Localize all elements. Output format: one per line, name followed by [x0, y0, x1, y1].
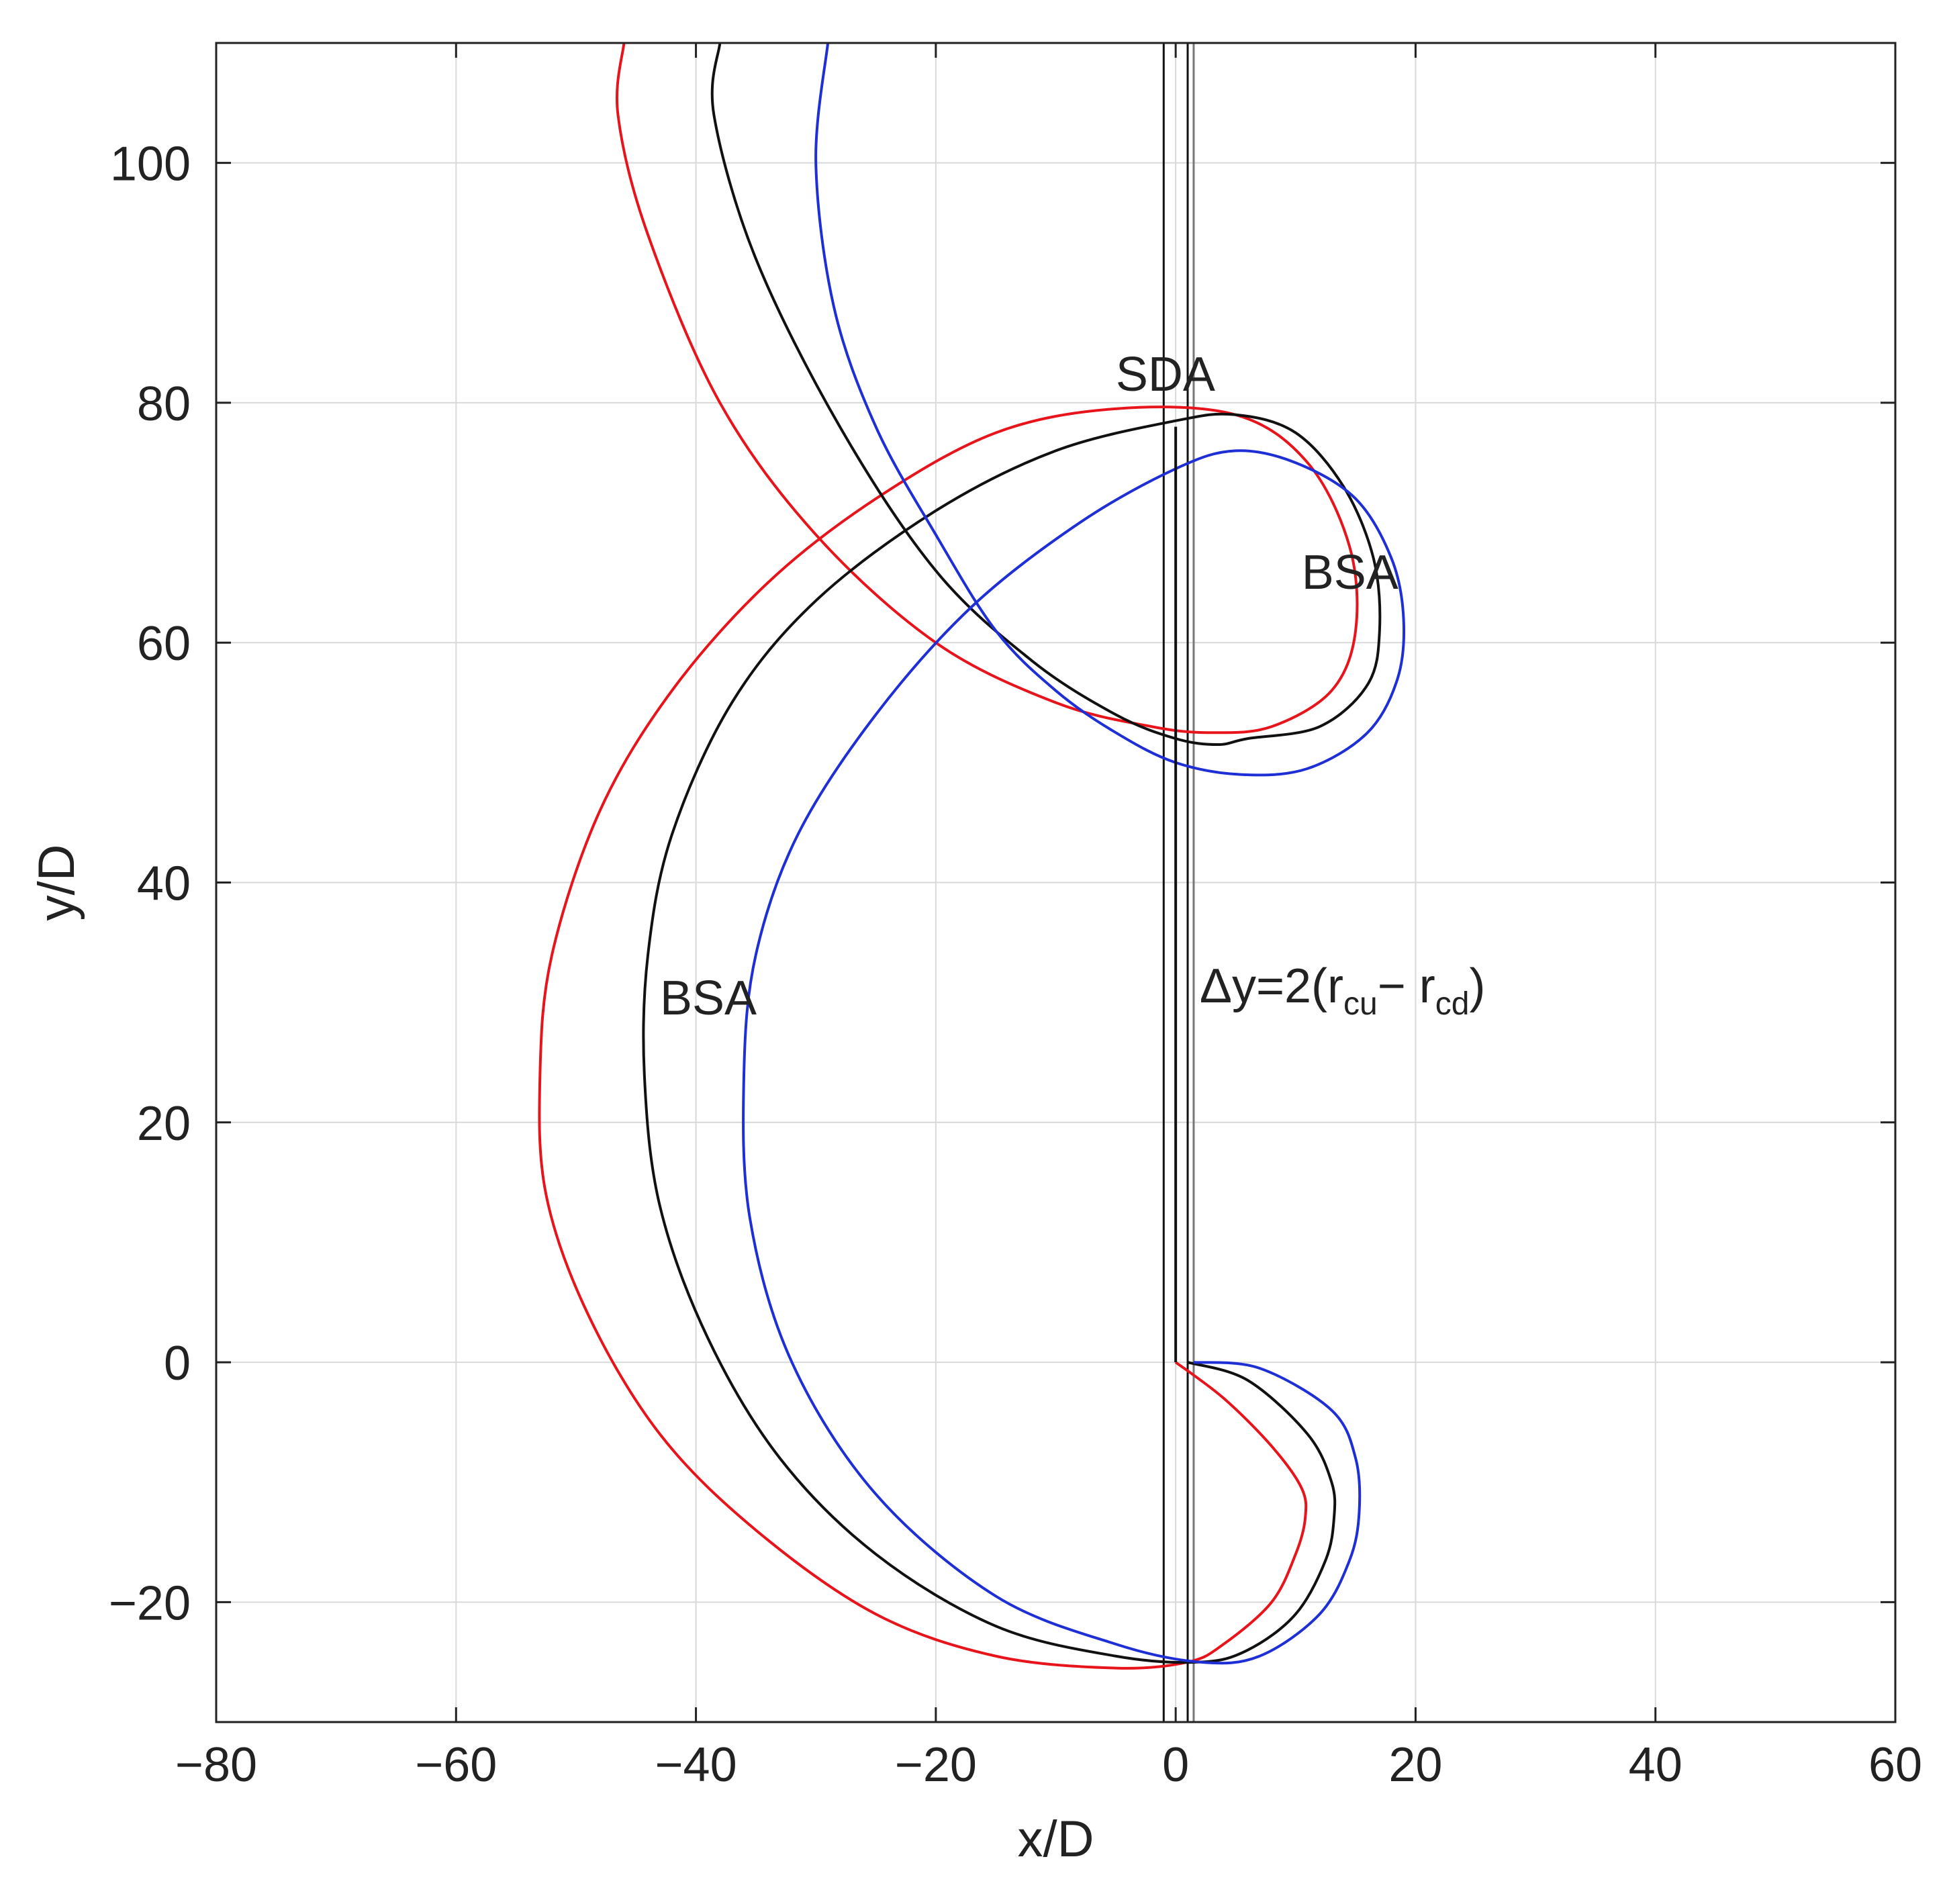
y-tick-label: 0 — [164, 1337, 191, 1390]
annotation-label: BSA — [660, 971, 757, 1025]
x-tick-label: 60 — [1868, 1738, 1922, 1792]
series-line-black — [642, 42, 1382, 1664]
axis-ticks: −80 −60 −40 −20 0 20 40 60 −20 0 20 40 60 80 100 — [109, 43, 1922, 1792]
x-tick-label: 20 — [1388, 1738, 1442, 1792]
series-line-red — [538, 42, 1359, 1670]
y-tick-label: 60 — [137, 617, 191, 671]
x-tick-label: 40 — [1629, 1738, 1682, 1792]
y-tick-label: 40 — [137, 857, 191, 911]
y-tick-label: −20 — [109, 1576, 191, 1630]
x-tick-label: −80 — [175, 1738, 257, 1792]
y-axis-label: y/D — [28, 845, 85, 921]
x-tick-label: −40 — [655, 1738, 737, 1792]
x-tick-label: −60 — [415, 1738, 497, 1792]
data-series — [538, 42, 1406, 1670]
annotation-label: SDA — [1116, 348, 1215, 401]
annotation-label: Δy=2(rcu− rcd) — [1200, 959, 1486, 1022]
y-tick-label: 20 — [137, 1097, 191, 1151]
y-tick-label: 100 — [110, 138, 191, 191]
annotations: SDA BSA BSA Δy=2(rcu− rcd) — [660, 348, 1485, 1025]
y-tick-label: 80 — [137, 377, 191, 431]
annotation-label: BSA — [1302, 546, 1398, 600]
x-axis-label: x/D — [1018, 1811, 1094, 1868]
series-line-blue — [742, 42, 1406, 1665]
grid-lines — [216, 43, 1896, 1722]
vertical-reference-lines — [1162, 43, 1195, 1722]
x-tick-label: 0 — [1162, 1738, 1189, 1792]
x-tick-label: −20 — [895, 1738, 977, 1792]
